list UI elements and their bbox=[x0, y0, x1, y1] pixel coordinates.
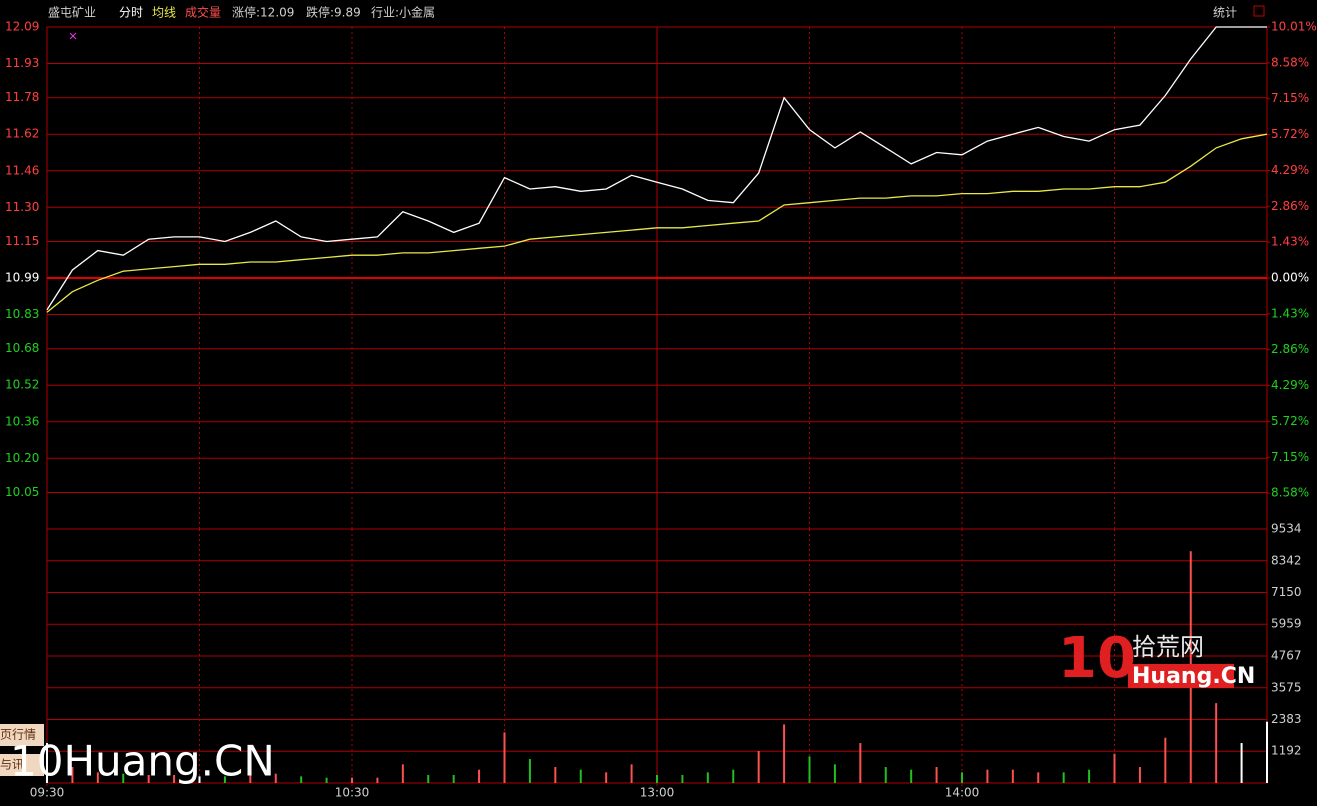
y-tick-label: 10.20 bbox=[5, 451, 39, 465]
y-tick-label: 5959 bbox=[1271, 617, 1302, 631]
y-tick-label: 9534 bbox=[1271, 522, 1302, 536]
y-tick-label: 7150 bbox=[1271, 585, 1302, 599]
stock-name: 盛屯矿业 bbox=[48, 5, 96, 20]
y2-tick-label: 5.72% bbox=[1271, 414, 1309, 428]
y2-tick-label: 4.29% bbox=[1271, 378, 1309, 392]
stats-icon[interactable] bbox=[1253, 5, 1265, 17]
y-tick-label: 1192 bbox=[1271, 744, 1302, 758]
tab[interactable]: 均线 bbox=[152, 6, 176, 20]
y2-tick-label: 2.86% bbox=[1271, 342, 1309, 356]
y-tick-label: 11.15 bbox=[5, 234, 39, 248]
logo-en: Huang.CN bbox=[1132, 664, 1255, 689]
x-tick-label: 09:30 bbox=[30, 786, 65, 800]
price-line bbox=[46, 133, 1268, 313]
marker bbox=[69, 32, 77, 40]
watermark-text: 10Huang.CN bbox=[10, 737, 275, 786]
price-line bbox=[46, 26, 1267, 311]
industry: 行业:小金属 bbox=[371, 5, 435, 20]
tab[interactable]: 成交量 bbox=[185, 5, 221, 20]
tab[interactable]: 分时 bbox=[119, 6, 143, 20]
y-tick-label: 10.52 bbox=[5, 378, 39, 392]
y2-tick-label: 5.72% bbox=[1271, 127, 1309, 141]
logo-number: 10 bbox=[1058, 626, 1136, 691]
y-tick-label: 2383 bbox=[1271, 712, 1302, 726]
logo-cn: 拾荒网 bbox=[1132, 633, 1204, 661]
y-tick-label: 10.99 bbox=[5, 271, 39, 285]
y-tick-label: 10.05 bbox=[5, 485, 39, 499]
y-tick-label: 11.30 bbox=[5, 200, 39, 214]
limit-up: 涨停:12.09 bbox=[232, 5, 294, 20]
side-tab[interactable] bbox=[0, 724, 44, 746]
y-tick-label: 10.36 bbox=[5, 414, 39, 428]
y2-tick-label: 7.15% bbox=[1271, 91, 1309, 105]
y-tick-label: 11.46 bbox=[5, 163, 39, 177]
x-tick-label: 10:30 bbox=[335, 786, 370, 800]
limit-down: 跌停:9.89 bbox=[306, 5, 361, 20]
logo-band bbox=[1128, 664, 1234, 688]
y2-tick-label: 10.01% bbox=[1271, 20, 1317, 34]
y-tick-label: 10.83 bbox=[5, 307, 39, 321]
y-tick-label: 11.93 bbox=[5, 56, 39, 70]
y2-tick-label: 8.58% bbox=[1271, 55, 1309, 69]
y2-tick-label: 4.29% bbox=[1271, 163, 1309, 177]
y-tick-label: 3575 bbox=[1271, 680, 1302, 694]
side-tab-label[interactable]: 与讯 bbox=[0, 758, 24, 772]
y-tick-label: 12.09 bbox=[5, 20, 39, 34]
y-tick-label: 4767 bbox=[1271, 649, 1302, 663]
side-tab-label[interactable]: 页行情 bbox=[0, 728, 36, 742]
y-tick-label: 8342 bbox=[1271, 553, 1302, 567]
side-tab[interactable] bbox=[0, 754, 44, 776]
y-tick-label: 11.78 bbox=[5, 90, 39, 104]
watermark-logo: 10 拾荒网 Huang.CN bbox=[1058, 626, 1255, 691]
y2-tick-label: 8.58% bbox=[1271, 486, 1309, 500]
y2-tick-label: 1.43% bbox=[1271, 235, 1309, 249]
y-tick-label: 11.62 bbox=[5, 127, 39, 141]
y2-tick-label: 1.43% bbox=[1271, 306, 1309, 320]
grid-layer: 12.09 11.93 11.78 11.62 11.46 11.30 11.15 10.99… bbox=[5, 20, 1317, 800]
y-tick-label: 10.68 bbox=[5, 341, 39, 355]
y2-tick-label: 2.86% bbox=[1271, 199, 1309, 213]
stats-button[interactable]: 统计 bbox=[1213, 6, 1237, 20]
y2-tick-label: 7.15% bbox=[1271, 450, 1309, 464]
x-tick-label: 14:00 bbox=[945, 786, 980, 800]
x-tick-label: 13:00 bbox=[640, 786, 675, 800]
y2-tick-label: 0.00% bbox=[1271, 271, 1309, 285]
